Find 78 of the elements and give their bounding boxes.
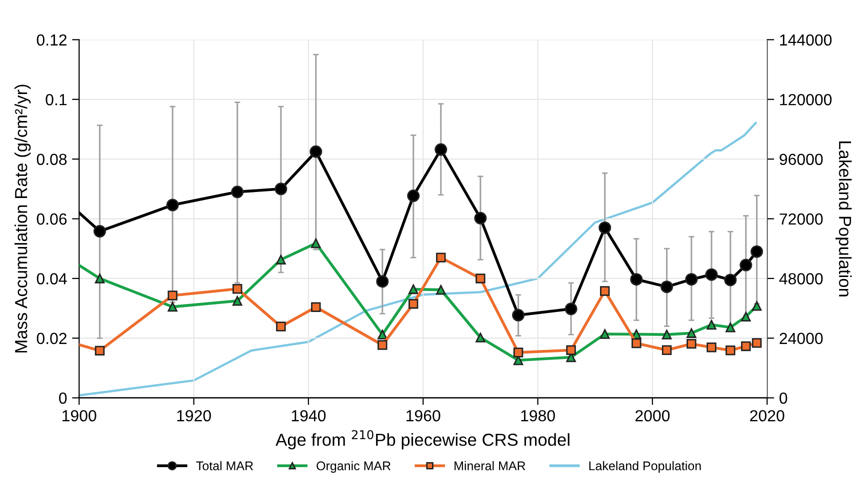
point <box>513 348 524 358</box>
point <box>311 302 321 312</box>
point <box>724 274 737 286</box>
point <box>376 275 389 288</box>
point <box>705 268 718 281</box>
point <box>94 274 105 284</box>
point <box>726 322 736 332</box>
x-tick-label: 1900 <box>62 410 96 422</box>
line-series <box>79 122 757 396</box>
x-tick-label: 1940 <box>292 410 326 422</box>
y2-tick-label: 120000 <box>780 94 832 106</box>
legend-label: Total MAR <box>196 461 253 470</box>
point <box>662 345 672 355</box>
y-tick-label: 0.02 <box>36 332 67 344</box>
point <box>706 342 716 352</box>
y2-tick-label: 48000 <box>779 273 823 284</box>
point <box>474 212 487 224</box>
x-tick-label: 1960 <box>406 410 440 422</box>
y-tick-label: 0.04 <box>36 273 67 284</box>
point <box>168 290 178 300</box>
point <box>408 284 418 294</box>
point <box>276 322 286 332</box>
point <box>564 302 578 316</box>
x-tick-label: 2020 <box>750 410 784 422</box>
point <box>378 330 388 340</box>
legend-label: Mineral MAR <box>454 461 526 470</box>
point <box>600 286 610 296</box>
point <box>94 225 106 238</box>
point <box>476 332 486 342</box>
y2-tick-label: 0 <box>780 392 788 404</box>
point <box>686 328 696 338</box>
point <box>434 143 448 156</box>
point <box>310 145 322 158</box>
x-tick-label: 2000 <box>635 410 670 422</box>
point <box>752 338 762 348</box>
x-tick-label: 1920 <box>177 410 211 422</box>
y-tick-label: 0.1 <box>46 94 67 106</box>
y2-tick-label: 24000 <box>780 332 823 344</box>
y2-tick-label: 96000 <box>780 154 823 166</box>
point <box>166 198 179 212</box>
point <box>274 182 288 196</box>
point <box>685 273 698 286</box>
y2-tick-label: 144000 <box>780 34 832 46</box>
y-tick-label: 0.06 <box>36 213 67 225</box>
point <box>741 341 751 352</box>
x-axis-title: Age from $^{210}$Pb piecewise CRS model <box>276 430 570 450</box>
point <box>94 346 105 356</box>
point <box>706 320 716 330</box>
point <box>740 258 752 272</box>
y2-tick-label: 72000 <box>780 213 823 225</box>
point <box>632 338 642 348</box>
point <box>662 330 672 340</box>
y-tick-label: 0.08 <box>36 154 67 166</box>
point <box>686 338 696 349</box>
point <box>750 245 764 258</box>
point <box>660 280 674 294</box>
point <box>436 252 446 262</box>
point <box>231 186 244 198</box>
point <box>408 298 418 309</box>
y-tick-label: 0 <box>59 392 67 404</box>
point <box>436 284 446 295</box>
y-tick-label: 0.12 <box>36 34 67 46</box>
point <box>378 340 388 350</box>
legend-label: Organic MAR <box>316 461 390 473</box>
y-axis-title: Mass Accumulation Rate (g/cm²/yr) <box>14 84 31 352</box>
x-tick-label: 1980 <box>521 410 555 422</box>
point <box>598 221 612 234</box>
y2-axis-title: Lakeland Population <box>835 142 852 296</box>
legend-label: Lakeland Population <box>589 461 701 473</box>
point <box>232 296 242 306</box>
point <box>566 345 576 355</box>
point <box>726 346 736 356</box>
point <box>512 308 525 322</box>
point <box>476 274 486 284</box>
point <box>407 190 420 202</box>
point <box>630 273 643 286</box>
point <box>276 254 286 265</box>
point <box>600 329 610 339</box>
